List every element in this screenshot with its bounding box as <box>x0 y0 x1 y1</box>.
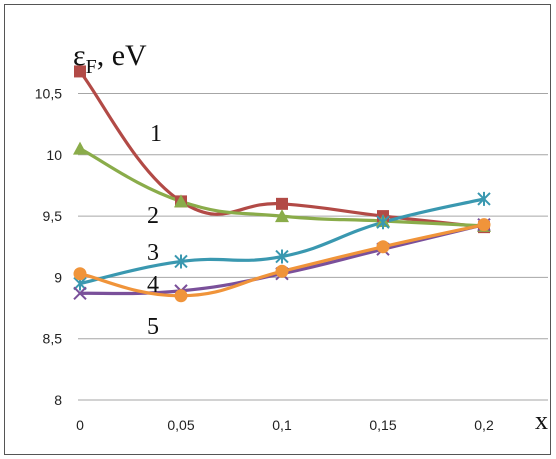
series-2-marker <box>275 209 289 223</box>
series-labels: 1 2 3 4 5 <box>147 121 162 340</box>
y-tick-label: 8,5 <box>43 331 63 347</box>
gridlines <box>78 93 548 401</box>
series-4-marker <box>73 286 87 301</box>
series-3-marker <box>174 254 188 269</box>
series-1-line <box>78 69 486 229</box>
series-1-marker <box>74 65 86 78</box>
x-tick-label: 0,2 <box>474 417 494 433</box>
series-3-marker <box>376 215 390 230</box>
series-3-marker <box>477 191 491 206</box>
series-5-marker <box>477 218 491 232</box>
x-axis-label: x <box>535 406 548 435</box>
x-tick-label: 0,05 <box>167 417 194 433</box>
series-2-marker <box>73 141 87 155</box>
y-axis-label: εF, eV <box>73 39 147 78</box>
series-2-label: 2 <box>147 203 159 229</box>
x-tick-label: 0 <box>76 417 84 433</box>
series-3-marker <box>275 249 289 264</box>
series-4-label: 4 <box>147 272 159 298</box>
y-tick-label: 9 <box>54 269 62 285</box>
y-tick-label: 9,5 <box>43 208 63 224</box>
y-tick-label: 10,5 <box>35 86 62 102</box>
series-2-marker <box>174 194 188 208</box>
x-axis-ticks: 0 0,05 0,1 0,15 0,2 <box>76 417 494 433</box>
x-tick-label: 0,15 <box>369 417 396 433</box>
series-markers <box>73 65 491 303</box>
x-tick-label: 0,1 <box>272 417 292 433</box>
series-5-marker <box>376 240 390 254</box>
series-5-marker <box>73 267 87 281</box>
y-tick-label: 10 <box>46 147 62 163</box>
series-1-label: 1 <box>150 121 162 147</box>
series-5-marker <box>174 289 188 303</box>
series-3-label: 3 <box>147 240 159 266</box>
y-tick-label: 8 <box>54 392 62 408</box>
y-axis-ticks: 8 8,5 9 9,5 10 10,5 <box>35 86 62 409</box>
series-1-marker <box>276 197 288 210</box>
series-5-marker <box>275 264 289 278</box>
series-5-label: 5 <box>147 314 159 340</box>
